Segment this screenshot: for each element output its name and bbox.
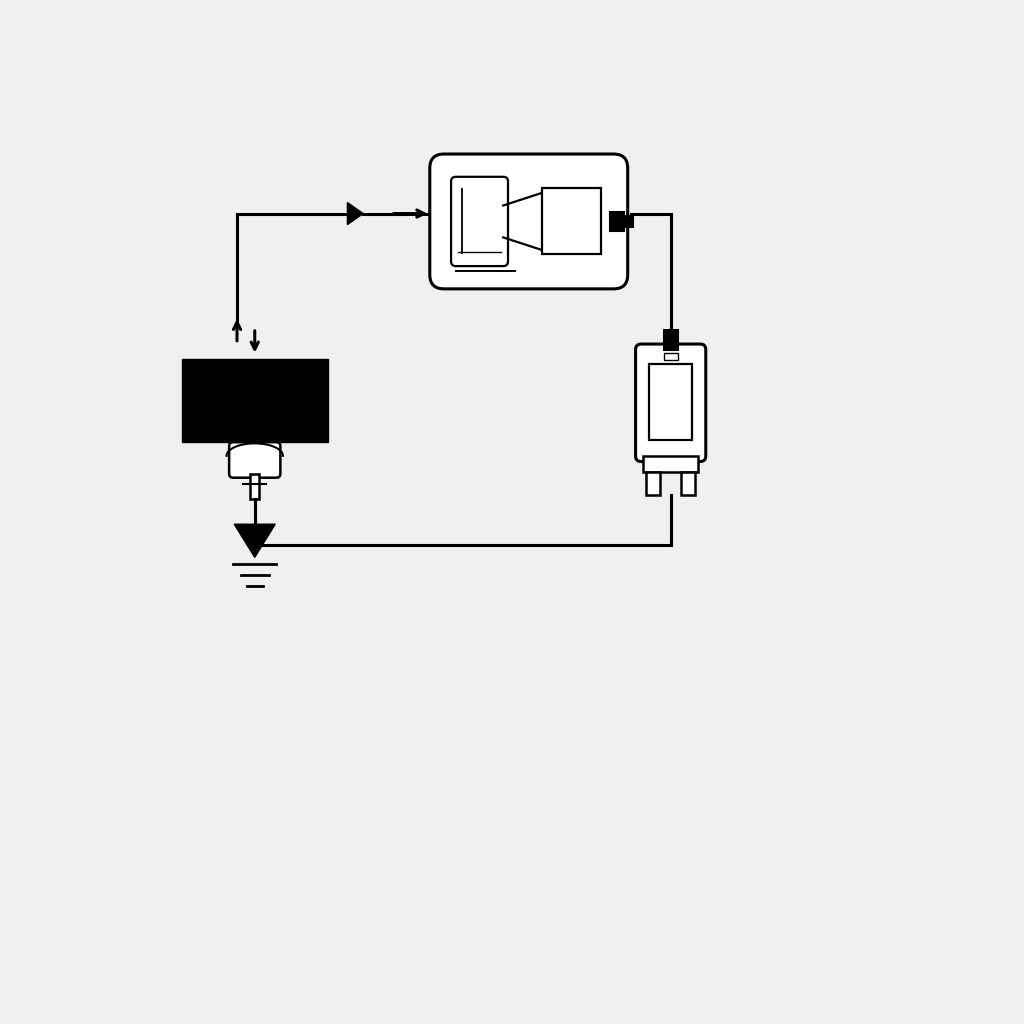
Bar xyxy=(664,330,678,349)
Bar xyxy=(681,472,695,496)
Bar xyxy=(649,364,692,440)
Bar xyxy=(646,472,660,496)
Bar xyxy=(542,188,601,254)
Bar xyxy=(664,352,678,359)
Bar xyxy=(643,456,698,472)
Bar xyxy=(609,212,624,230)
FancyBboxPatch shape xyxy=(636,344,706,462)
FancyBboxPatch shape xyxy=(452,177,508,266)
Bar xyxy=(182,359,328,442)
FancyBboxPatch shape xyxy=(430,154,628,289)
Bar xyxy=(624,216,633,227)
FancyBboxPatch shape xyxy=(229,442,281,478)
Polygon shape xyxy=(234,524,275,557)
Polygon shape xyxy=(347,203,364,224)
Bar xyxy=(250,474,259,499)
